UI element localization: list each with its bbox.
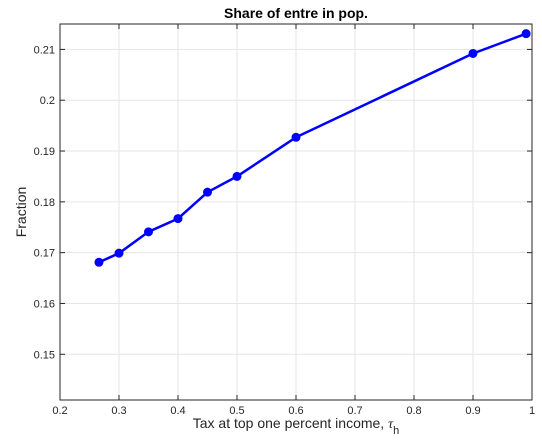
y-tick-label: 0.15 [34, 349, 55, 361]
data-point [291, 132, 301, 142]
data-point [521, 29, 531, 39]
ticks [59, 24, 533, 400]
x-axis-label-text: Tax at top one percent income, [193, 415, 388, 431]
x-tick-label: 0.6 [288, 405, 303, 417]
y-tick-label: 0.18 [34, 197, 55, 209]
x-tick-label: 1 [529, 405, 535, 417]
data-point [232, 171, 242, 181]
x-tick-label: 0.5 [229, 405, 244, 417]
data-point [114, 248, 124, 258]
tick-labels: 0.2 0.3 0.4 0.5 0.6 0.7 0.8 0.9 1 0.15 0.16 0.17 0.1… [34, 44, 535, 417]
x-tick-label: 0.9 [465, 405, 480, 417]
y-axis-label: Fraction [13, 187, 29, 238]
series-layer [94, 29, 531, 267]
data-point [144, 227, 153, 237]
x-tick-label: 0.3 [111, 405, 126, 417]
y-tick-label: 0.21 [34, 44, 55, 56]
data-point [203, 187, 212, 197]
x-tick-label: 0.7 [347, 405, 362, 417]
x-tick-label: 0.2 [52, 405, 67, 417]
x-axis-label-symbol: τ [388, 417, 394, 432]
y-tick-label: 0.19 [34, 146, 55, 158]
data-point [468, 48, 478, 58]
x-tick-label: 0.8 [406, 405, 421, 417]
data-point [173, 214, 183, 224]
x-axis-label-subscript: h [393, 425, 399, 437]
data-point [94, 257, 104, 267]
x-axis-label: Tax at top one percent income, τh [193, 415, 399, 437]
y-tick-label: 0.2 [40, 95, 55, 107]
y-tick-label: 0.17 [34, 248, 55, 260]
y-tick-label: 0.16 [34, 298, 55, 310]
chart-title: Share of entre in pop. [224, 5, 368, 21]
grid [59, 24, 533, 400]
x-tick-label: 0.4 [170, 405, 185, 417]
